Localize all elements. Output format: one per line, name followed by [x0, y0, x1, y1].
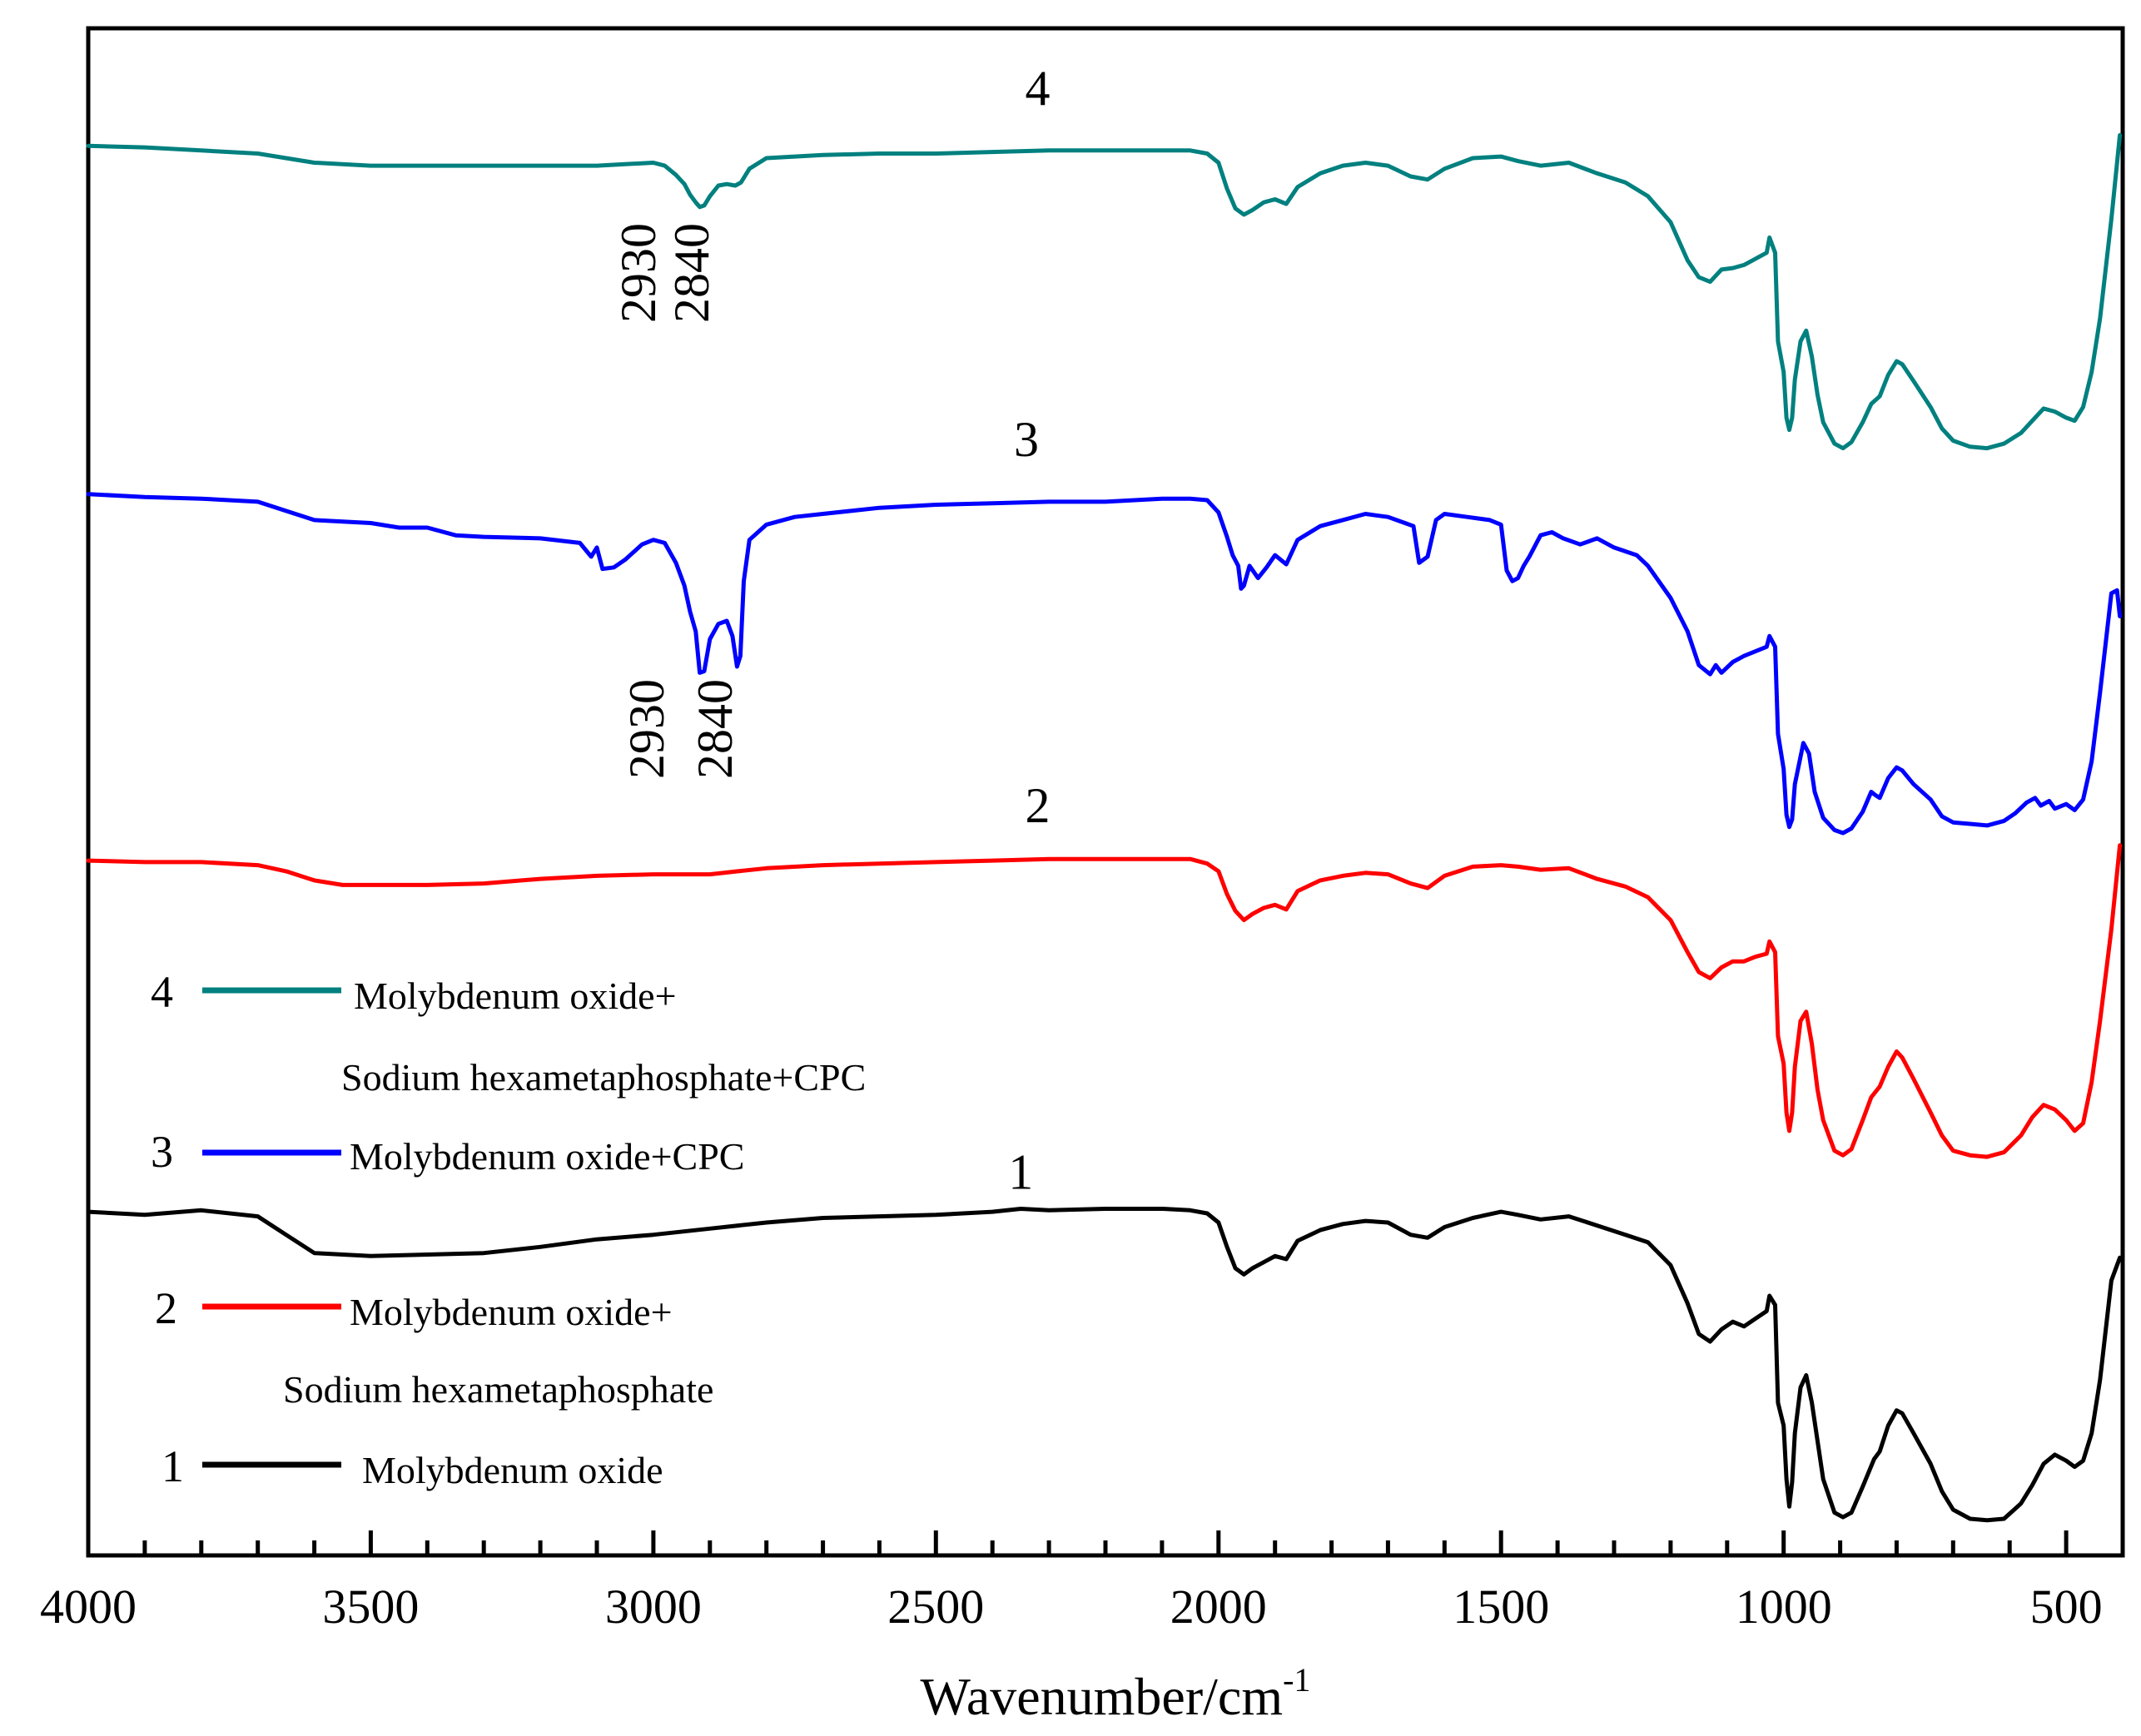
peak-label-curve-4-2930: 2930: [611, 223, 666, 323]
legend-entry-2: 2 Molybdenum oxide+ Sodium hexametaphosp…: [155, 1283, 713, 1411]
legend-number-2: 2: [155, 1283, 177, 1333]
legend-text-3-line-1: Molybdenum oxide+CPC: [350, 1135, 744, 1178]
x-tick-label-1000: 1000: [1736, 1580, 1832, 1634]
legend-text-4-line-2: Sodium hexametaphosphate+CPC: [341, 1056, 866, 1099]
x-tick-label-2000: 2000: [1170, 1580, 1267, 1634]
peak-label-curve-4-2840: 2840: [664, 223, 719, 323]
curve-label-3: 3: [1014, 412, 1039, 467]
legend-entry-4: 4 Molybdenum oxide+ Sodium hexametaphosp…: [151, 967, 866, 1099]
legend: 4 Molybdenum oxide+ Sodium hexametaphosp…: [151, 967, 866, 1491]
peak-annotation-curve-4: 2930 2840: [611, 223, 719, 323]
spectrum-curve-1: [86, 1207, 2123, 1523]
peak-label-curve-3-2930: 2930: [619, 679, 674, 779]
spectrum-curve-4: [86, 132, 2123, 451]
x-tick-label-4000: 4000: [40, 1580, 137, 1634]
x-axis-title-superscript: -1: [1283, 1661, 1310, 1699]
x-axis-ticks: 4000 3500 3000 2500 2000 1500 1000 500: [40, 1530, 2103, 1634]
x-tick-label-2500: 2500: [887, 1580, 984, 1634]
legend-number-3: 3: [151, 1127, 173, 1177]
legend-number-4: 4: [151, 967, 173, 1017]
legend-entry-3: 3 Molybdenum oxide+CPC: [151, 1127, 744, 1178]
curve-label-4: 4: [1026, 61, 1051, 116]
spectrum-curve-3: [86, 492, 2123, 836]
curve-label-1: 1: [1008, 1145, 1033, 1200]
x-axis-title: Wavenumber/cm-1: [921, 1661, 1311, 1726]
x-tick-label-1500: 1500: [1453, 1580, 1549, 1634]
legend-entry-1: 1 Molybdenum oxide: [161, 1441, 663, 1491]
x-axis-title-text: Wavenumber/cm: [921, 1667, 1284, 1726]
x-tick-label-3000: 3000: [605, 1580, 702, 1634]
legend-number-1: 1: [161, 1441, 184, 1491]
spectrum-curve-2: [86, 843, 2123, 1159]
legend-text-1-line-1: Molybdenum oxide: [362, 1449, 663, 1491]
curve-labels: 1 2 3 4: [1008, 61, 1050, 1200]
legend-text-2-line-1: Molybdenum oxide+: [350, 1291, 673, 1333]
peak-annotation-curve-3: 2930 2840: [619, 679, 743, 779]
x-tick-label-3500: 3500: [322, 1580, 419, 1634]
peak-label-curve-3-2840: 2840: [688, 679, 743, 779]
legend-text-4-line-1: Molybdenum oxide+: [354, 975, 677, 1017]
curve-label-2: 2: [1026, 778, 1051, 833]
legend-text-2-line-2: Sodium hexametaphosphate: [283, 1368, 713, 1411]
spectra: [86, 132, 2123, 1523]
x-tick-label-500: 500: [2030, 1580, 2103, 1634]
